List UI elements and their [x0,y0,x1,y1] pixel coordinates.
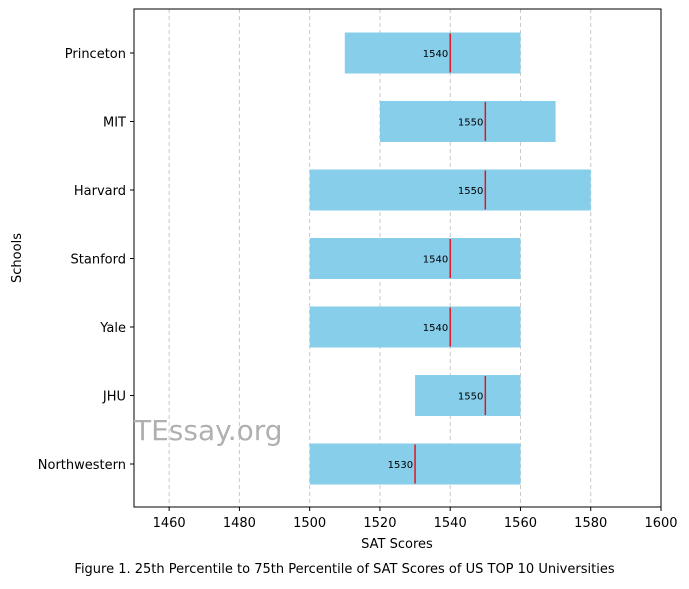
median-label: 1550 [458,118,483,129]
y-axis-ticks: Princeton MIT Harvard Stanford Yale JHU Northw… [38,47,134,473]
bar-yale [309,306,521,348]
x-axis-label: SAT Scores [361,537,433,552]
x-tick-label: 1540 [434,516,467,531]
y-tick-label: Princeton [65,47,126,62]
median-labels: 1540 1550 1550 1540 1540 1550 1530 [388,49,484,471]
bar-mit [379,101,556,142]
x-tick-label: 1580 [574,516,607,531]
y-tick-label: JHU [102,390,126,405]
bar-princeton [344,32,521,74]
chart: 1540 1550 1550 1540 1540 1550 1530 1460 1480 150… [10,8,678,552]
y-tick-label: Harvard [74,184,126,199]
median-markers [414,33,487,484]
median-label: 1530 [388,460,413,471]
bar-harvard [309,169,591,211]
y-tick-label: Stanford [71,253,126,268]
watermark: TEssay.org [133,414,283,447]
median-label: 1540 [423,255,448,266]
bar-jhu [415,375,521,416]
figure-caption: Figure 1. 25th Percentile to 75th Percen… [74,562,615,577]
median-label: 1540 [423,49,448,60]
median-label: 1540 [423,323,448,334]
x-tick-label: 1560 [504,516,537,531]
median-label: 1550 [458,186,483,197]
x-tick-label: 1480 [223,516,256,531]
y-tick-label: Yale [99,321,126,336]
median-label: 1550 [458,392,483,403]
x-tick-label: 1500 [293,516,326,531]
x-axis-ticks: 1460 1480 1500 1520 1540 1560 1580 1600 [153,507,678,531]
x-tick-label: 1460 [153,516,186,531]
y-tick-label: MIT [103,116,126,131]
x-tick-label: 1600 [644,516,677,531]
y-axis-label: Schools [10,233,25,283]
x-tick-label: 1520 [363,516,396,531]
bar-stanford [309,238,521,279]
y-tick-label: Northwestern [38,458,126,473]
